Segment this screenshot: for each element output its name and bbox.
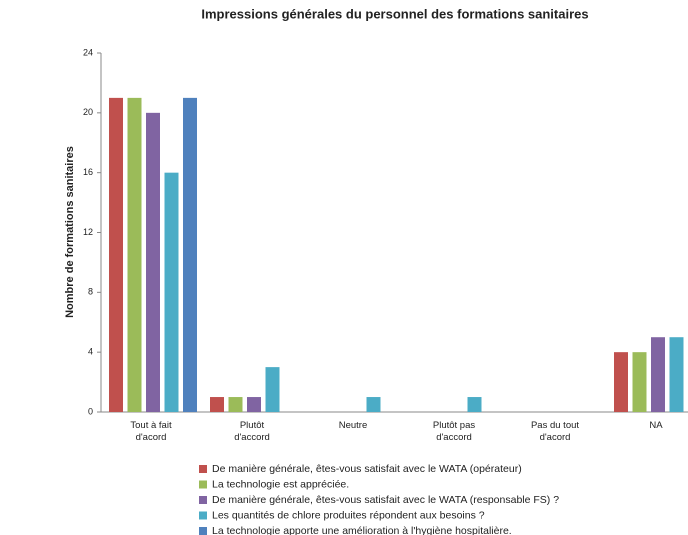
legend-label: De manière générale, êtes-vous satisfait… bbox=[212, 463, 522, 475]
legend-swatch bbox=[199, 511, 207, 520]
bar bbox=[651, 337, 665, 412]
x-tick-label: Tout à fait d'acord bbox=[130, 420, 172, 443]
y-tick-label: 0 bbox=[88, 406, 93, 416]
bar bbox=[127, 97, 142, 412]
y-tick-label: 8 bbox=[88, 287, 93, 297]
y-tick-label: 20 bbox=[83, 107, 93, 117]
legend-swatch bbox=[199, 496, 207, 504]
bar bbox=[247, 397, 261, 412]
bar bbox=[210, 397, 224, 412]
legend-swatch bbox=[199, 465, 207, 473]
bar bbox=[614, 352, 628, 412]
x-tick-label: Plutôt d'accord bbox=[234, 420, 270, 443]
x-tick-label: NA bbox=[649, 420, 663, 431]
bar bbox=[183, 97, 197, 412]
y-tick-label: 24 bbox=[83, 47, 93, 57]
legend-label: La technologie est appréciée. bbox=[212, 478, 349, 490]
legend-label: De manière générale, êtes-vous satisfait… bbox=[212, 494, 559, 506]
legend-label: Les quantités de chlore produites répond… bbox=[212, 509, 485, 521]
legend-swatch bbox=[199, 480, 207, 489]
y-tick-label: 4 bbox=[88, 347, 93, 357]
x-tick-label: Plutôt pas d'accord bbox=[432, 420, 476, 443]
bar bbox=[164, 172, 179, 412]
chart-title: Impressions générales du personnel des f… bbox=[201, 6, 588, 21]
bar bbox=[228, 397, 243, 412]
bar bbox=[669, 337, 684, 412]
y-axis-label: Nombre de formations sanitaires bbox=[64, 146, 76, 318]
bar bbox=[467, 397, 482, 412]
bar bbox=[265, 367, 280, 412]
x-tick-label: Neutre bbox=[338, 420, 368, 431]
bar bbox=[146, 112, 160, 412]
legend-swatch bbox=[199, 527, 207, 535]
bar bbox=[632, 352, 647, 412]
legend-label: La technologie apporte une amélioration … bbox=[212, 525, 512, 535]
y-tick-label: 12 bbox=[83, 227, 93, 237]
y-tick-label: 16 bbox=[83, 167, 93, 177]
x-tick-label: Pas du tout d'acord bbox=[530, 420, 580, 443]
bar bbox=[366, 397, 381, 412]
bar bbox=[109, 97, 123, 412]
